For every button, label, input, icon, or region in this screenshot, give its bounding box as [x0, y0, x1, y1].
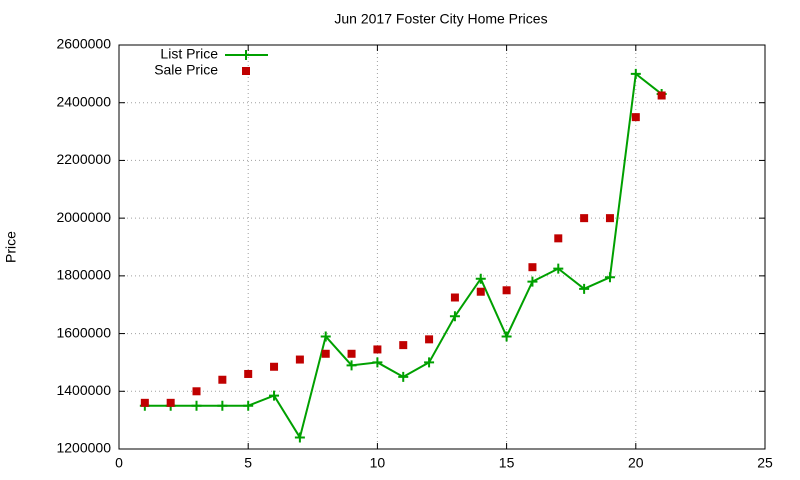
point — [475, 273, 486, 284]
y-tick-label: 2400000 — [56, 93, 111, 109]
point — [553, 263, 564, 274]
y-axis-label: Price — [3, 231, 19, 263]
legend-marker — [242, 67, 250, 75]
point — [192, 387, 201, 396]
point — [295, 355, 304, 364]
point — [631, 113, 640, 122]
y-tick-label: 2200000 — [56, 151, 111, 167]
point — [320, 331, 331, 342]
point — [630, 68, 641, 79]
x-tick-label: 5 — [244, 455, 252, 471]
point — [450, 293, 459, 302]
point — [373, 345, 382, 354]
point — [502, 286, 511, 295]
x-tick-label: 10 — [370, 455, 386, 471]
point — [449, 311, 460, 322]
point — [191, 400, 202, 411]
point — [501, 331, 512, 342]
point — [346, 360, 357, 371]
point — [372, 357, 383, 368]
x-tick-label: 25 — [757, 455, 773, 471]
point — [425, 335, 434, 344]
chart-title: Jun 2017 Foster City Home Prices — [334, 11, 547, 27]
y-tick-label: 2600000 — [56, 36, 111, 52]
point — [580, 214, 589, 223]
point — [398, 371, 409, 382]
legend-label: Sale Price — [154, 62, 218, 78]
x-tick-label: 20 — [628, 455, 644, 471]
point — [528, 263, 537, 272]
point — [424, 357, 435, 368]
legend-marker — [241, 50, 251, 60]
point — [140, 398, 149, 407]
point — [605, 214, 614, 223]
point — [217, 400, 228, 411]
point — [269, 390, 280, 401]
point — [527, 276, 538, 287]
x-tick-label: 0 — [115, 455, 123, 471]
y-tick-label: 1800000 — [56, 267, 111, 283]
point — [554, 234, 563, 243]
point — [270, 362, 279, 371]
point — [321, 349, 330, 358]
x-tick-label: 15 — [499, 455, 515, 471]
legend-label: List Price — [160, 46, 218, 62]
point — [218, 375, 227, 384]
point — [243, 400, 254, 411]
plot-frame — [118, 44, 766, 450]
point — [579, 283, 590, 294]
point — [294, 432, 305, 443]
y-tick-label: 1600000 — [56, 324, 111, 340]
point — [347, 349, 356, 358]
point — [657, 91, 666, 100]
point — [399, 341, 408, 350]
point — [166, 398, 175, 407]
point — [604, 272, 615, 283]
y-tick-label: 1200000 — [56, 440, 111, 456]
y-tick-label: 2000000 — [56, 209, 111, 225]
y-tick-label: 1400000 — [56, 382, 111, 398]
point — [244, 369, 253, 378]
point — [476, 287, 485, 296]
